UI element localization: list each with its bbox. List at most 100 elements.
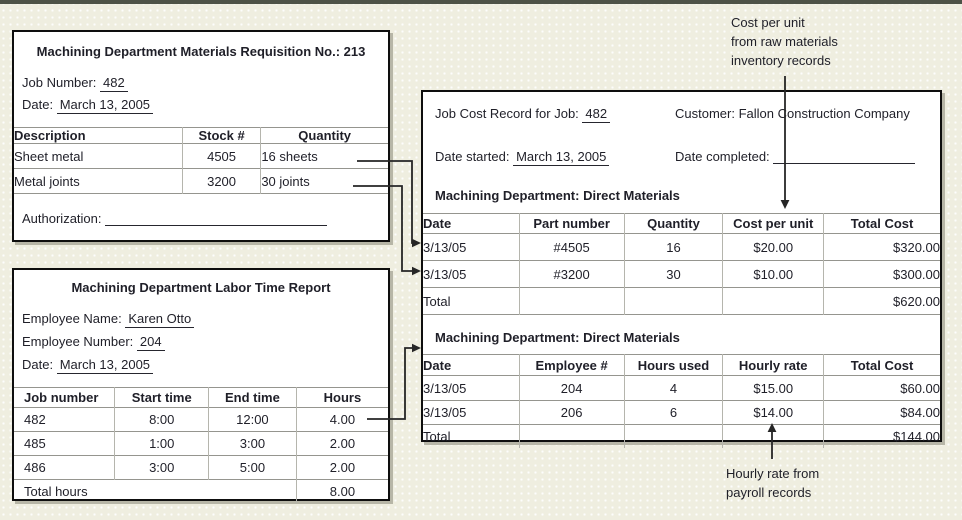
col-header-employee-number: Employee # xyxy=(519,354,625,376)
empty-cell xyxy=(722,287,825,315)
col-header-date: Date xyxy=(423,354,520,376)
labor-total-label: Total xyxy=(423,424,520,448)
job-cost-record-label: Job Cost Record for Job: xyxy=(435,106,579,121)
employee-number-label: Employee Number: xyxy=(22,334,134,349)
cell-hourly-rate: $14.00 xyxy=(722,400,825,425)
materials-row-4505: 3/13/05 #4505 16 $20.00 $320.00 xyxy=(423,233,940,261)
job-number-value: 482 xyxy=(100,75,128,92)
cell-job-number: 485 xyxy=(14,431,116,456)
employee-number-value: 204 xyxy=(136,334,165,351)
date-completed-blank-line xyxy=(773,151,916,164)
date-value: March 13, 2005 xyxy=(56,97,154,114)
job-number-line: Job Number: 482 xyxy=(22,75,128,92)
cell-end-time: 3:00 xyxy=(208,431,297,456)
date-completed-line: Date completed: xyxy=(675,149,916,164)
labor-header-row: Date Employee # Hours used Hourly rate T… xyxy=(423,354,940,376)
col-header-start-time: Start time xyxy=(114,387,209,408)
cell-total-cost: $84.00 xyxy=(900,405,940,420)
cell-hours-used: 4 xyxy=(624,375,724,401)
labor-report-row-482: 482 8:00 12:00 4.00 xyxy=(14,407,388,432)
col-header-quantity: Quantity xyxy=(298,128,352,143)
labor-report-table: Job number Start time End time Hours 482… xyxy=(14,387,388,503)
col-header-date: Date xyxy=(423,213,520,234)
cell-start-time: 8:00 xyxy=(114,407,209,432)
empty-cell xyxy=(722,424,825,448)
col-header-end-time: End time xyxy=(208,387,297,408)
cell-hours: 2.00 xyxy=(329,460,356,475)
annotation-line: inventory records xyxy=(731,53,831,68)
arrowhead-materials-row1 xyxy=(412,238,421,248)
cell-hours: 2.00 xyxy=(329,436,356,451)
customer-label: Customer: xyxy=(675,106,735,121)
requisition-header-row: Description Stock # Quantity xyxy=(14,127,388,144)
requisition-row-sheet-metal: Sheet metal 4505 16 sheets xyxy=(14,143,388,169)
requisition-row-metal-joints: Metal joints 3200 30 joints xyxy=(14,168,388,194)
col-header-stock: Stock # xyxy=(182,127,262,144)
authorization-label: Authorization: xyxy=(22,211,102,226)
total-hours-value: 8.00 xyxy=(329,484,356,499)
authorization-line: Authorization: xyxy=(22,211,328,226)
date-label: Date: xyxy=(22,97,54,112)
cell-description: Sheet metal xyxy=(14,143,183,169)
cell-part-number: #3200 xyxy=(519,260,625,288)
cell-job-number: 486 xyxy=(14,455,116,480)
materials-total-label: Total xyxy=(423,287,520,315)
materials-section-title: Machining Department: Direct Materials xyxy=(435,188,680,203)
employee-number-line: Employee Number: 204 xyxy=(22,334,165,351)
empty-cell xyxy=(519,424,625,448)
cell-quantity: 30 joints xyxy=(261,173,310,189)
labor-table: Date Employee # Hours used Hourly rate T… xyxy=(423,354,940,448)
col-header-hours-used: Hours used xyxy=(624,354,724,376)
authorization-blank-line xyxy=(105,213,328,226)
labor-report-header-row: Job number Start time End time Hours xyxy=(14,387,388,408)
labor-report-total-row: Total hours 8.00 xyxy=(14,479,388,503)
date-started-value: March 13, 2005 xyxy=(513,149,610,166)
materials-header-row: Date Part number Quantity Cost per unit … xyxy=(423,213,940,234)
materials-row-3200: 3/13/05 #3200 30 $10.00 $300.00 xyxy=(423,260,940,288)
cell-part-number: #4505 xyxy=(519,233,625,261)
cell-quantity: 16 sheets xyxy=(261,148,318,164)
cell-date: 3/13/05 xyxy=(423,233,520,261)
col-header-total-cost: Total Cost xyxy=(850,216,914,231)
annotation-line: payroll records xyxy=(726,485,812,500)
cell-total-cost: $320.00 xyxy=(893,239,940,255)
cell-total-cost: $300.00 xyxy=(893,266,940,282)
arrowhead-materials-row2 xyxy=(412,266,421,276)
empty-cell xyxy=(519,287,625,315)
cell-total-cost: $60.00 xyxy=(900,380,940,396)
empty-cell xyxy=(624,424,724,448)
job-cost-record-form: Job Cost Record for Job: 482 Customer: F… xyxy=(421,90,942,448)
arrowhead-labor-row1 xyxy=(412,343,421,353)
hourly-rate-annotation: Hourly rate from payroll records xyxy=(726,464,819,502)
date-started-label: Date started: xyxy=(435,149,510,164)
employee-name-line: Employee Name: Karen Otto xyxy=(22,311,195,328)
cell-end-time: 12:00 xyxy=(208,407,297,432)
labor-report-row-485: 485 1:00 3:00 2.00 xyxy=(14,431,388,456)
materials-table: Date Part number Quantity Cost per unit … xyxy=(423,213,940,315)
col-header-hourly-rate: Hourly rate xyxy=(722,354,825,376)
col-header-cost-per-unit: Cost per unit xyxy=(722,213,825,234)
cell-hours-used: 6 xyxy=(624,400,724,425)
materials-total-value: $620.00 xyxy=(893,293,940,309)
annotation-line: Hourly rate from xyxy=(726,466,820,481)
col-header-description: Description xyxy=(14,127,183,144)
cell-stock: 3200 xyxy=(182,168,262,194)
date-completed-label: Date completed: xyxy=(675,149,770,164)
job-number-label: Job Number: xyxy=(22,75,97,90)
cost-per-unit-annotation: Cost per unit from raw materials invento… xyxy=(731,13,838,70)
cell-quantity: 16 xyxy=(624,233,724,261)
date-label: Date: xyxy=(22,357,54,372)
cell-hours: 4.00 xyxy=(329,412,356,427)
total-hours-label: Total hours xyxy=(14,479,297,503)
annotation-line: from raw materials xyxy=(731,34,838,49)
annotation-line: Cost per unit xyxy=(731,15,805,30)
labor-row-206: 3/13/05 206 6 $14.00 $84.00 xyxy=(423,400,940,425)
employee-name-value: Karen Otto xyxy=(125,311,195,328)
col-header-total-cost: Total Cost xyxy=(850,357,914,373)
col-header-job-number: Job number xyxy=(14,387,116,408)
job-cost-record-job-number: 482 xyxy=(582,106,611,123)
cell-end-time: 5:00 xyxy=(208,455,297,480)
customer-name: Fallon Construction Company xyxy=(738,106,910,121)
cell-cost-per-unit: $20.00 xyxy=(722,233,825,261)
